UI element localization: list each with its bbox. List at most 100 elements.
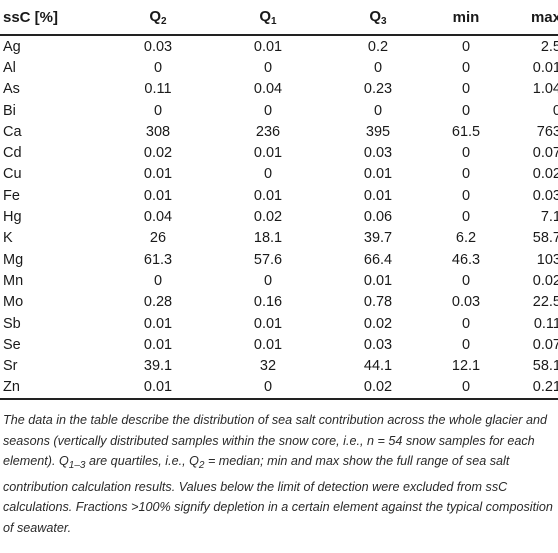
value-cell: 0 bbox=[153, 102, 163, 119]
value-cell: 7.1 bbox=[540, 209, 558, 226]
value-cell: 0.02 bbox=[363, 315, 393, 332]
element-cell: Bi bbox=[3, 102, 16, 119]
value-cell: 0 bbox=[461, 315, 471, 332]
value-cell: 0 bbox=[263, 272, 273, 289]
value-cell: 0.06 bbox=[363, 209, 393, 226]
element-cell: Sr bbox=[3, 358, 18, 375]
value-cell: 0 bbox=[263, 166, 273, 183]
column-header-label: Q bbox=[149, 7, 162, 25]
table-row: Hg 0.04 0.02 0.06 0 7.1 bbox=[0, 206, 558, 227]
value-cell: 32 bbox=[259, 358, 277, 375]
element-cell: Mn bbox=[3, 272, 24, 289]
value-cell: 0.01 bbox=[253, 187, 283, 204]
element-cell: Mo bbox=[3, 294, 24, 311]
value-cell: 44.1 bbox=[363, 358, 393, 375]
value-cell: 0 bbox=[461, 166, 471, 183]
value-cell: 0.03 bbox=[451, 294, 481, 311]
value-cell: 39.1 bbox=[143, 358, 173, 375]
value-cell: 0 bbox=[461, 81, 471, 98]
column-header: Q2 bbox=[103, 0, 213, 36]
value-cell: 103 bbox=[536, 251, 558, 268]
column-header-label: Q bbox=[259, 7, 272, 25]
column-header-label: min bbox=[452, 8, 480, 26]
element-cell: Cu bbox=[3, 166, 22, 183]
table-footnote: The data in the table describe the distr… bbox=[3, 413, 553, 535]
value-cell: 0.01 bbox=[363, 272, 393, 289]
value-cell: 0.11 bbox=[533, 315, 558, 332]
table-row: Mn 0 0 0.01 0 0.02 bbox=[0, 270, 558, 291]
column-header-subscript: 2 bbox=[161, 15, 167, 27]
table-row: Cu 0.01 0 0.01 0 0.02 bbox=[0, 164, 558, 185]
column-header-subscript: 3 bbox=[381, 15, 387, 27]
value-cell: 22.5 bbox=[532, 294, 558, 311]
value-cell: 0.01 bbox=[253, 336, 283, 353]
value-cell: 0.21 bbox=[499, 376, 558, 401]
column-header: max bbox=[499, 0, 558, 36]
value-cell: 0 bbox=[461, 272, 471, 289]
value-cell: 763 bbox=[536, 123, 558, 140]
value-cell: 0.11 bbox=[144, 81, 172, 98]
value-cell: 0.01 bbox=[532, 59, 558, 76]
value-cell: 0 bbox=[461, 59, 471, 76]
value-cell: 58.7 bbox=[532, 230, 558, 247]
value-cell: 0.03 bbox=[363, 145, 393, 162]
table-row: Cd 0.02 0.01 0.03 0 0.07 bbox=[0, 142, 558, 163]
value-cell: 6.2 bbox=[455, 230, 477, 247]
value-cell: 0.03 bbox=[532, 187, 558, 204]
value-cell: 0 bbox=[373, 59, 383, 76]
value-cell: 0 bbox=[461, 336, 471, 353]
value-cell: 0.01 bbox=[143, 166, 173, 183]
value-cell: 0.04 bbox=[143, 209, 173, 226]
column-header-label: ssC [%] bbox=[3, 8, 59, 26]
value-cell: 0.01 bbox=[143, 315, 173, 332]
value-cell: 308 bbox=[145, 123, 171, 140]
value-cell: 0 bbox=[213, 376, 323, 401]
element-cell: Fe bbox=[3, 187, 20, 204]
table-row: Ca 308 236 395 61.5 763 bbox=[0, 121, 558, 142]
value-cell: 0.02 bbox=[253, 209, 283, 226]
value-cell: 0.07 bbox=[532, 145, 558, 162]
value-cell: 0.02 bbox=[143, 145, 173, 162]
table-body: Ag 0.03 0.01 0.2 0 2.5 Al 0 0 0 0 0.01 As 0.11 0.04 0.2… bbox=[0, 35, 558, 401]
value-cell: 0 bbox=[263, 59, 273, 76]
value-cell: 0 bbox=[153, 59, 163, 76]
element-cell: Se bbox=[3, 336, 21, 353]
value-cell: 0 bbox=[552, 102, 558, 119]
table-row: K 26 18.1 39.7 6.2 58.7 bbox=[0, 228, 558, 249]
value-cell: 0.01 bbox=[143, 336, 173, 353]
table-row: Zn 0.01 0 0.02 0 0.21 bbox=[0, 376, 558, 401]
value-cell: 0 bbox=[373, 102, 383, 119]
element-cell: Al bbox=[3, 59, 16, 76]
value-cell: 39.7 bbox=[363, 230, 393, 247]
table-row: Mg 61.3 57.6 66.4 46.3 103 bbox=[0, 249, 558, 270]
value-cell: 0 bbox=[461, 145, 471, 162]
value-cell: 0.23 bbox=[363, 81, 393, 98]
value-cell: 0 bbox=[461, 187, 471, 204]
value-cell: 0.02 bbox=[323, 376, 433, 401]
value-cell: 0.03 bbox=[363, 336, 393, 353]
value-cell: 0.2 bbox=[367, 38, 389, 55]
value-cell: 0.07 bbox=[532, 336, 558, 353]
value-cell: 0 bbox=[461, 209, 471, 226]
element-cell: As bbox=[3, 81, 20, 98]
value-cell: 0.03 bbox=[143, 38, 173, 55]
value-cell: 0.01 bbox=[103, 376, 213, 401]
value-cell: 0.01 bbox=[143, 187, 173, 204]
value-cell: 0.01 bbox=[363, 187, 393, 204]
value-cell: 58.1 bbox=[532, 358, 558, 375]
header-row: ssC [%] Q2 Q1 Q3 min max bbox=[0, 0, 558, 36]
table-row: Sr 39.1 32 44.1 12.1 58.1 bbox=[0, 355, 558, 376]
element-cell: Ca bbox=[3, 123, 22, 140]
value-cell: 0 bbox=[263, 102, 273, 119]
column-header: Q1 bbox=[213, 0, 323, 36]
table-row: Ag 0.03 0.01 0.2 0 2.5 bbox=[0, 35, 558, 57]
value-cell: 0.16 bbox=[253, 294, 283, 311]
table-row: Mo 0.28 0.16 0.78 0.03 22.5 bbox=[0, 292, 558, 313]
element-cell: Ag bbox=[3, 38, 21, 55]
value-cell: 61.3 bbox=[143, 251, 173, 268]
table-row: As 0.11 0.04 0.23 0 1.04 bbox=[0, 79, 558, 100]
value-cell: 0 bbox=[153, 272, 163, 289]
value-cell: 57.6 bbox=[253, 251, 283, 268]
column-header: ssC [%] bbox=[0, 0, 103, 36]
